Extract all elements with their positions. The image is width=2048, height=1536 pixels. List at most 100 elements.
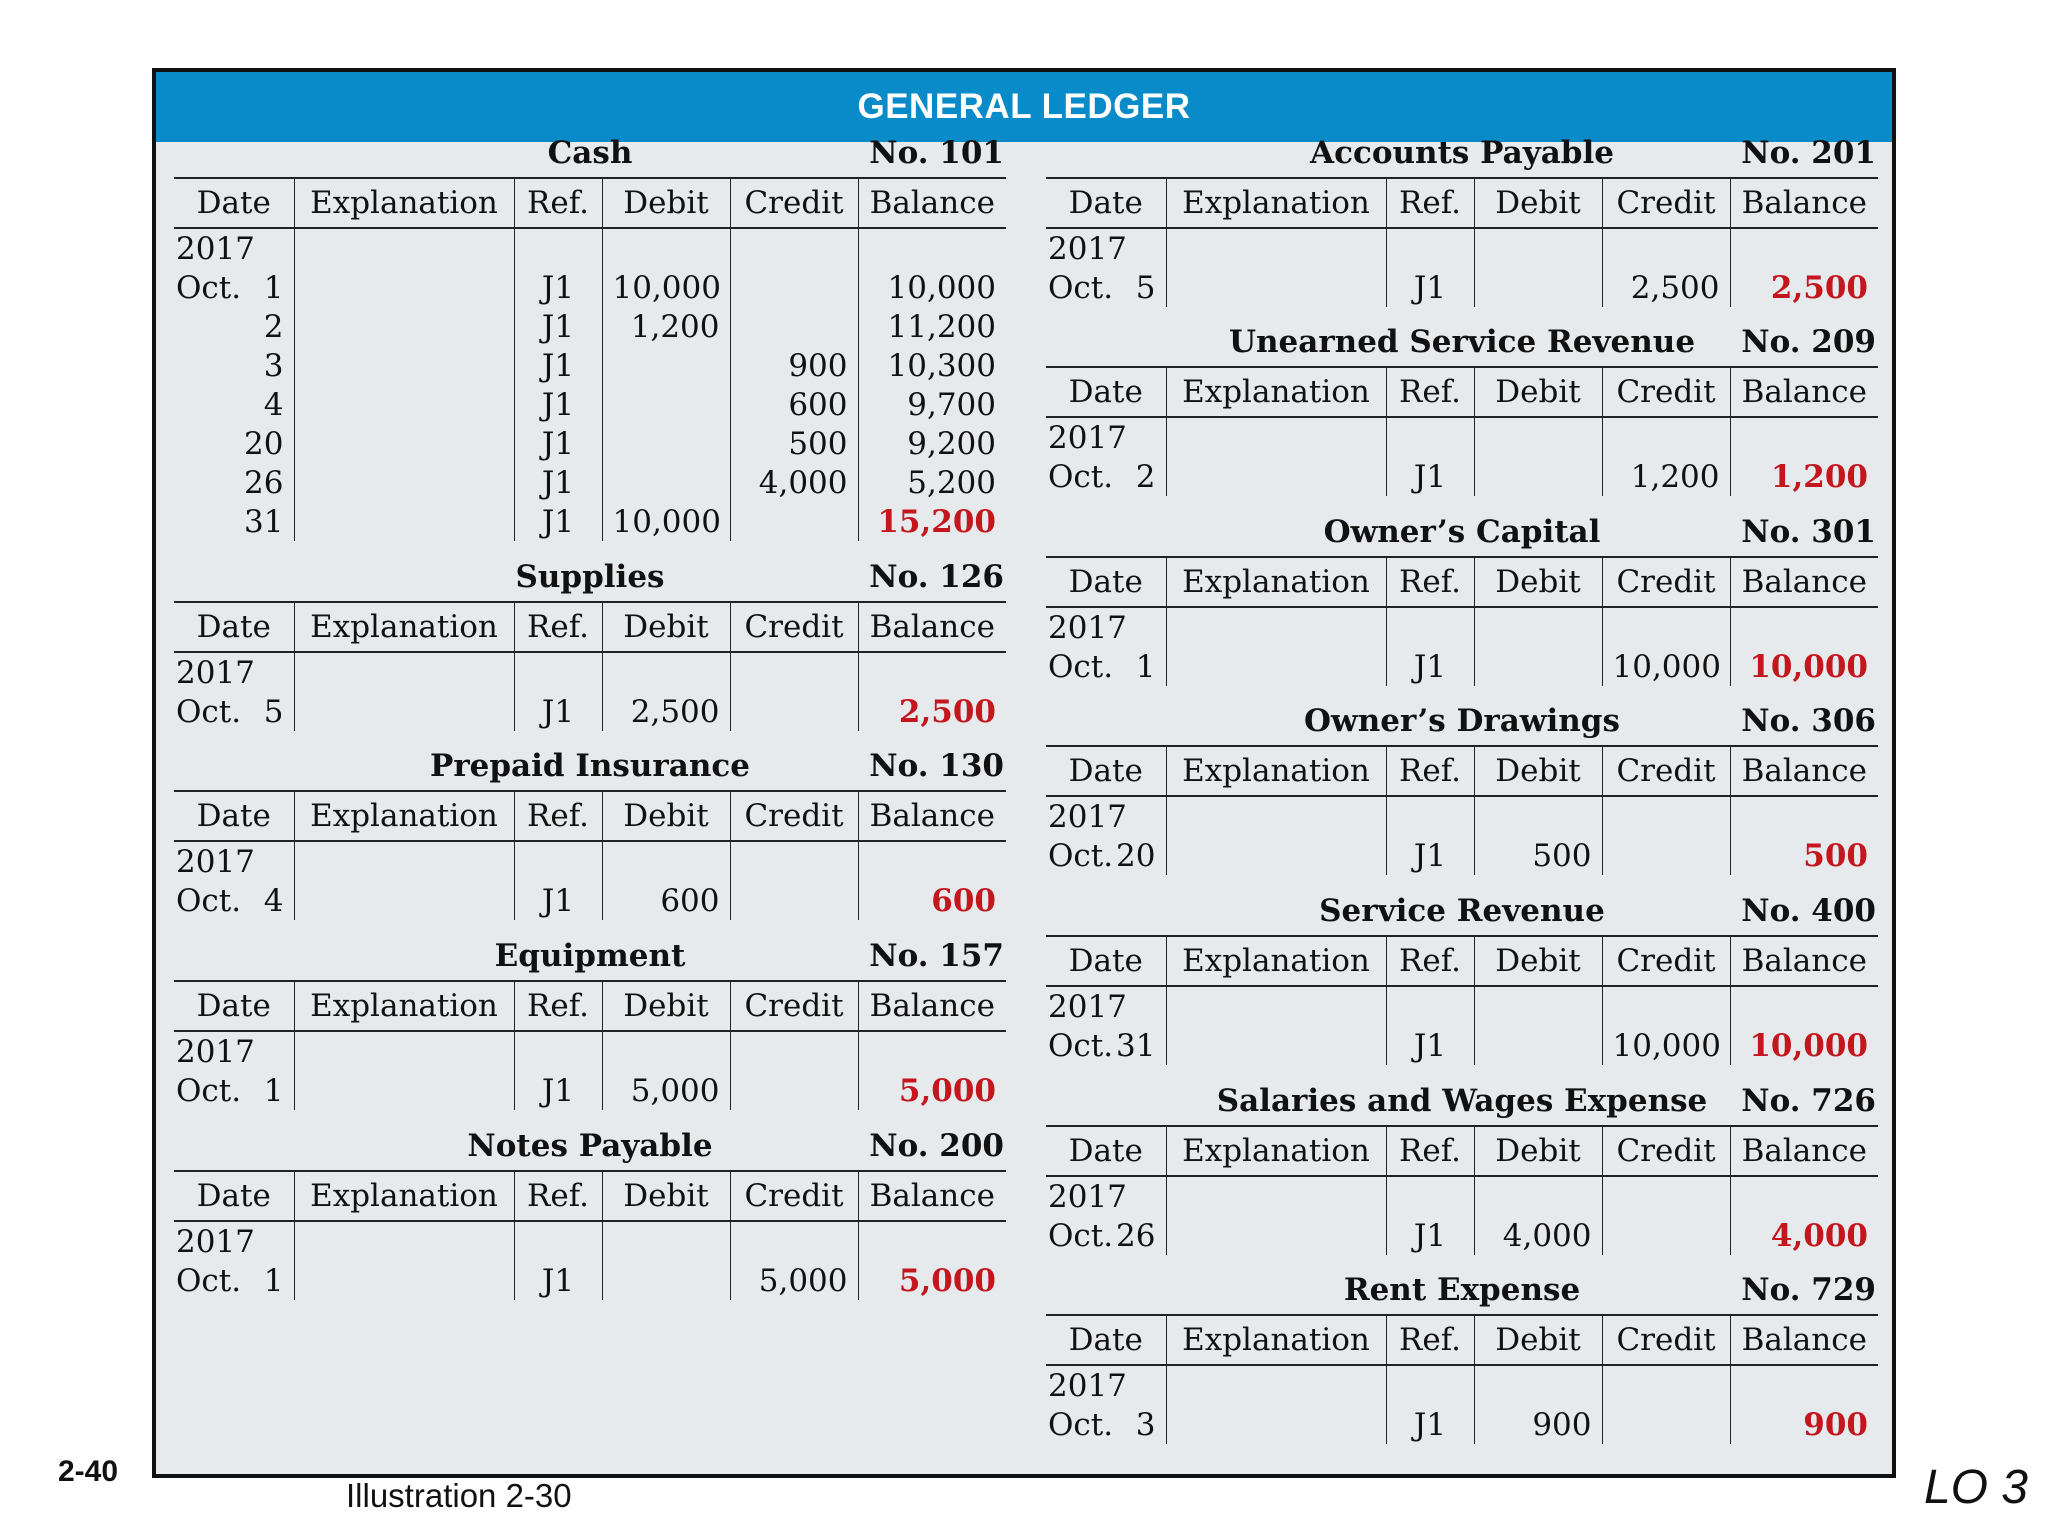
balance-cell: 10,000 — [857, 268, 1006, 307]
ledger-table: Date Explanation Ref. Debit Credit Balance 201… — [1046, 556, 1878, 686]
year-row: 2017 — [1046, 607, 1878, 647]
column-header-debit: Debit — [601, 980, 730, 1032]
final-balance-cell: 15,200 — [857, 502, 1006, 541]
date-month: Oct. — [1048, 458, 1114, 495]
empty-cell — [601, 652, 730, 692]
column-header-balance: Balance — [857, 601, 1006, 653]
empty-cell — [1729, 1365, 1878, 1405]
explanation-cell — [293, 1071, 514, 1110]
ref-cell: J1 — [1385, 1405, 1474, 1444]
debit-cell: 10,000 — [601, 268, 730, 307]
ref-cell: J1 — [1385, 1026, 1474, 1065]
empty-cell — [1165, 986, 1386, 1026]
empty-cell — [1473, 417, 1602, 457]
page-number: 2-40 — [58, 1455, 119, 1488]
ledger-title: GENERAL LEDGER — [156, 72, 1892, 142]
account-header: Owner’s Capital No. 301 — [1046, 506, 1878, 556]
column-header-explanation: Explanation — [1165, 745, 1386, 797]
empty-cell — [293, 652, 514, 692]
empty-cell — [729, 1221, 858, 1261]
empty-cell — [1385, 1176, 1474, 1216]
debit-cell: 5,000 — [601, 1071, 730, 1110]
column-header-credit: Credit — [1601, 556, 1730, 608]
date-cell: 4 — [174, 385, 294, 424]
column-header-credit: Credit — [1601, 745, 1730, 797]
date-day: 5 — [263, 693, 284, 730]
explanation-cell — [1165, 836, 1386, 875]
year-cell: 2017 — [176, 1033, 255, 1070]
debit-cell — [1473, 647, 1602, 686]
credit-cell: 2,500 — [1601, 268, 1730, 307]
empty-cell — [1165, 417, 1386, 457]
explanation-cell — [1165, 1026, 1386, 1065]
account-name: Accounts Payable — [1310, 135, 1614, 171]
account-number: No. 201 — [1741, 135, 1876, 171]
table-row: Oct. 20 J1 500 500 — [1046, 836, 1878, 875]
column-header-ref: Ref. — [1385, 177, 1474, 229]
column-header-date: Date — [1046, 745, 1166, 797]
year-cell: 2017 — [1048, 798, 1127, 835]
column-header-debit: Debit — [1473, 1125, 1602, 1177]
date-day: 1 — [1135, 648, 1156, 685]
ledger-table: Date Explanation Ref. Debit Credit Balance 201… — [174, 980, 1006, 1110]
account-rent-expense: Rent Expense No. 729 Date Explanation Ref. De… — [1046, 1264, 1878, 1444]
date-day: 20 — [244, 425, 284, 462]
credit-cell: 900 — [729, 346, 858, 385]
empty-cell — [1473, 1365, 1602, 1405]
account-name: Notes Payable — [467, 1128, 713, 1164]
account-name: Equipment — [494, 938, 686, 974]
column-header-row: Date Explanation Ref. Debit Credit Balance — [174, 980, 1006, 1032]
debit-cell: 1,200 — [601, 307, 730, 346]
account-number: No. 400 — [1741, 893, 1876, 929]
empty-cell — [1601, 417, 1730, 457]
date-cell: 31 — [174, 502, 294, 541]
column-header-debit: Debit — [601, 177, 730, 229]
final-balance-cell: 500 — [1729, 836, 1878, 875]
column-header-date: Date — [1046, 935, 1166, 987]
ledger-table: Date Explanation Ref. Debit Credit Balance 201… — [174, 790, 1006, 920]
table-row: Oct. 31 J1 10,000 10,000 — [1046, 1026, 1878, 1065]
column-header-ref: Ref. — [1385, 935, 1474, 987]
column-header-ref: Ref. — [1385, 556, 1474, 608]
date-month: Oct. — [1048, 648, 1114, 685]
empty-cell — [1385, 228, 1474, 268]
empty-cell — [1385, 796, 1474, 836]
debit-cell — [601, 1261, 730, 1300]
learning-objective: LO 3 — [1923, 1461, 2028, 1514]
empty-cell — [1165, 796, 1386, 836]
ref-cell: J1 — [513, 424, 602, 463]
column-header-date: Date — [174, 980, 294, 1032]
date-cell: Oct. 31 — [1046, 1026, 1166, 1065]
date-cell: Oct. 2 — [1046, 457, 1166, 496]
column-header-date: Date — [174, 601, 294, 653]
debit-cell — [1473, 1026, 1602, 1065]
ref-cell: J1 — [1385, 647, 1474, 686]
explanation-cell — [1165, 457, 1386, 496]
credit-cell — [729, 268, 858, 307]
column-header-ref: Ref. — [513, 601, 602, 653]
column-header-explanation: Explanation — [1165, 935, 1386, 987]
date-cell: Oct. 1 — [1046, 647, 1166, 686]
date-cell: Oct. 1 — [174, 268, 294, 307]
empty-cell — [729, 228, 858, 268]
empty-cell — [1729, 228, 1878, 268]
credit-cell: 4,000 — [729, 463, 858, 502]
column-header-date: Date — [174, 177, 294, 229]
final-balance-cell: 5,000 — [857, 1261, 1006, 1300]
date-day: 26 — [244, 464, 284, 501]
illustration-label: Illustration 2-30 — [346, 1477, 572, 1514]
debit-cell: 500 — [1473, 836, 1602, 875]
debit-cell — [601, 346, 730, 385]
account-supplies: Supplies No. 126 Date Explanation Ref. Debit C… — [174, 551, 1006, 731]
column-header-explanation: Explanation — [293, 980, 514, 1032]
year-row: 2017 — [1046, 228, 1878, 268]
column-header-row: Date Explanation Ref. Debit Credit Balance — [1046, 366, 1878, 418]
year-row: 2017 — [1046, 986, 1878, 1026]
column-header-date: Date — [1046, 1314, 1166, 1366]
column-header-explanation: Explanation — [293, 601, 514, 653]
date-day: 1 — [263, 1072, 284, 1109]
year-row: 2017 — [174, 652, 1006, 692]
table-row: Oct. 1 J1 5,000 5,000 — [174, 1071, 1006, 1110]
account-name: Supplies — [515, 559, 665, 595]
final-balance-cell: 900 — [1729, 1405, 1878, 1444]
